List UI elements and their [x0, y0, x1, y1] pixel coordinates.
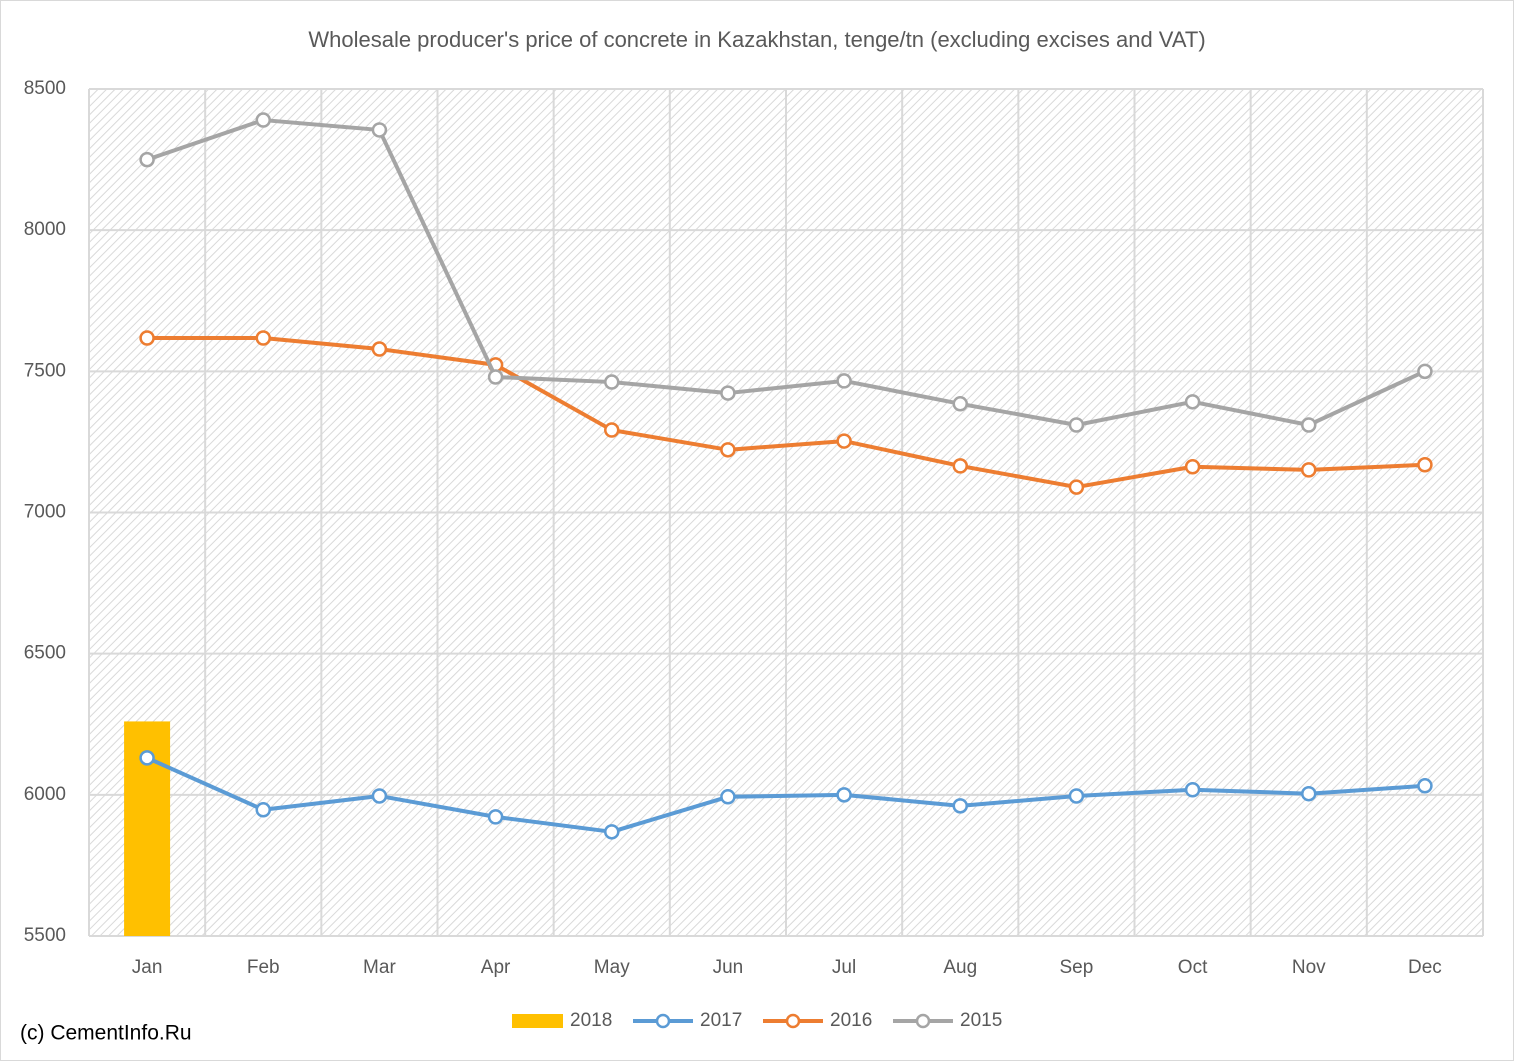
x-tick-label: May: [594, 957, 630, 978]
x-tick-label: Dec: [1408, 957, 1442, 978]
point-marker: [1417, 457, 1433, 473]
x-tick-label: Oct: [1178, 957, 1208, 978]
point-marker: [371, 122, 388, 138]
x-tick-label: Nov: [1292, 957, 1326, 978]
source-note: (c) CementInfo.Ru: [20, 1022, 192, 1045]
x-tick-label: Apr: [481, 957, 511, 978]
point-marker: [371, 341, 388, 357]
point-marker: [1301, 417, 1317, 433]
point-marker: [836, 433, 852, 449]
point-marker: [139, 151, 155, 168]
y-tick-label: 6000: [24, 784, 66, 805]
point-marker: [1417, 363, 1433, 380]
y-tick-label: 7000: [24, 502, 66, 523]
legend-swatch: [512, 1014, 563, 1028]
point-marker: [1184, 394, 1201, 410]
point-marker: [952, 396, 968, 412]
legend-label: 2017: [700, 1010, 742, 1031]
point-marker: [255, 802, 271, 818]
x-tick-label: Aug: [943, 957, 977, 978]
chart-title: Wholesale producer's price of concrete i…: [308, 27, 1205, 52]
series-line: [146, 118, 1426, 427]
point-marker: [1068, 788, 1085, 804]
x-tick-label: Jul: [832, 957, 856, 978]
point-marker: [720, 442, 736, 458]
point-marker: [487, 809, 504, 825]
point-marker: [1068, 479, 1085, 495]
point-marker: [604, 824, 620, 840]
legend-marker: [785, 1013, 801, 1029]
x-tick-label: Jun: [713, 957, 744, 978]
point-marker: [836, 373, 852, 389]
legend-marker: [915, 1013, 931, 1029]
point-marker: [952, 798, 968, 814]
point-marker: [952, 458, 968, 474]
point-marker: [1417, 778, 1433, 794]
x-tick-label: Feb: [247, 957, 280, 978]
point-marker: [1068, 417, 1085, 433]
y-tick-label: 5500: [24, 925, 66, 946]
point-marker: [836, 787, 852, 803]
legend-label: 2016: [830, 1010, 872, 1031]
series-line: [147, 336, 1426, 490]
point-marker: [139, 750, 155, 766]
legend-marker: [655, 1013, 671, 1029]
point-marker: [139, 330, 155, 346]
point-marker: [1301, 785, 1317, 802]
point-marker: [720, 789, 736, 805]
y-tick-label: 7500: [24, 360, 66, 381]
point-marker: [255, 112, 271, 128]
y-tick-label: 8000: [24, 219, 66, 240]
point-marker: [604, 374, 620, 390]
point-marker: [1184, 459, 1201, 475]
point-marker: [720, 385, 736, 401]
point-marker: [371, 788, 388, 804]
y-tick-label: 8500: [24, 78, 66, 99]
series-line: [146, 756, 1426, 834]
point-marker: [487, 369, 504, 385]
point-marker: [604, 422, 620, 438]
legend-label: 2018: [570, 1010, 612, 1031]
x-tick-label: Sep: [1060, 957, 1094, 978]
point-marker: [1184, 782, 1201, 798]
x-tick-label: Mar: [363, 957, 396, 978]
legend-label: 2015: [960, 1010, 1002, 1031]
x-tick-label: Jan: [132, 957, 163, 978]
point-marker: [1301, 462, 1317, 478]
point-marker: [255, 330, 271, 346]
y-tick-label: 6500: [24, 643, 66, 664]
